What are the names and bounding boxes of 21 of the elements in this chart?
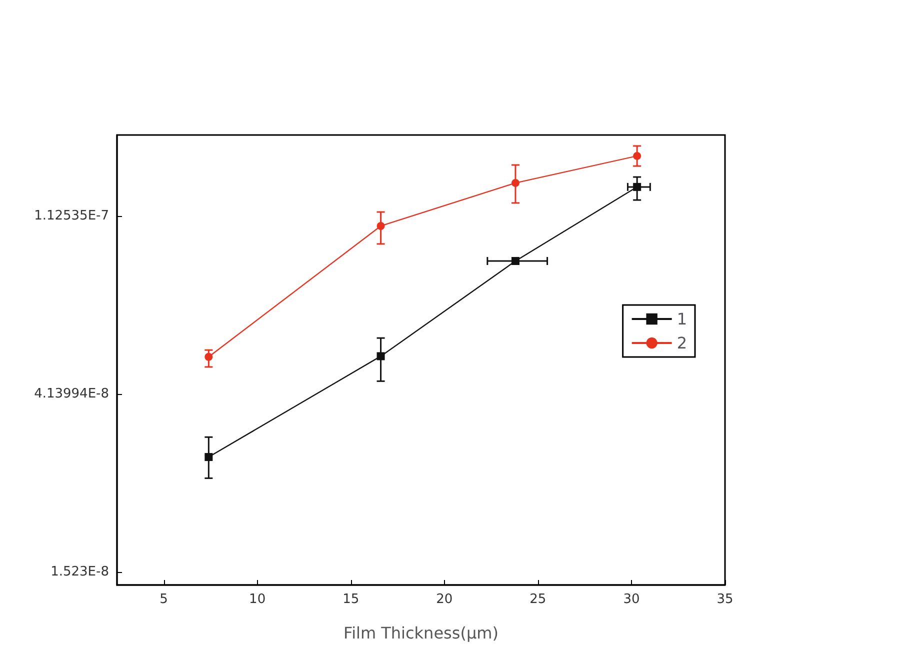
x-tick-label: 25 xyxy=(530,592,546,607)
point xyxy=(204,352,213,361)
x-tick-label: 20 xyxy=(436,592,453,607)
legend-label: 2 xyxy=(676,334,688,352)
point xyxy=(376,222,385,230)
x-tick-label: 5 xyxy=(160,592,168,607)
y-tick-label: 1.12535E-7 xyxy=(34,208,109,224)
point xyxy=(633,182,642,191)
x-tick-label: 10 xyxy=(249,592,266,607)
x-tick-label: 30 xyxy=(623,592,640,607)
point xyxy=(633,152,642,160)
point xyxy=(204,453,213,462)
y-tick-label: 1.523E-8 xyxy=(50,564,109,580)
legend-label: 1 xyxy=(676,310,688,328)
y-tick-label: 4.13994E-8 xyxy=(34,386,109,402)
point xyxy=(376,352,385,360)
x-tick-label: 15 xyxy=(342,592,360,607)
point xyxy=(511,178,520,187)
x-axis-title: Film Thickness(μm) xyxy=(344,624,498,642)
x-tick-label: 35 xyxy=(716,592,734,607)
point xyxy=(511,257,520,266)
